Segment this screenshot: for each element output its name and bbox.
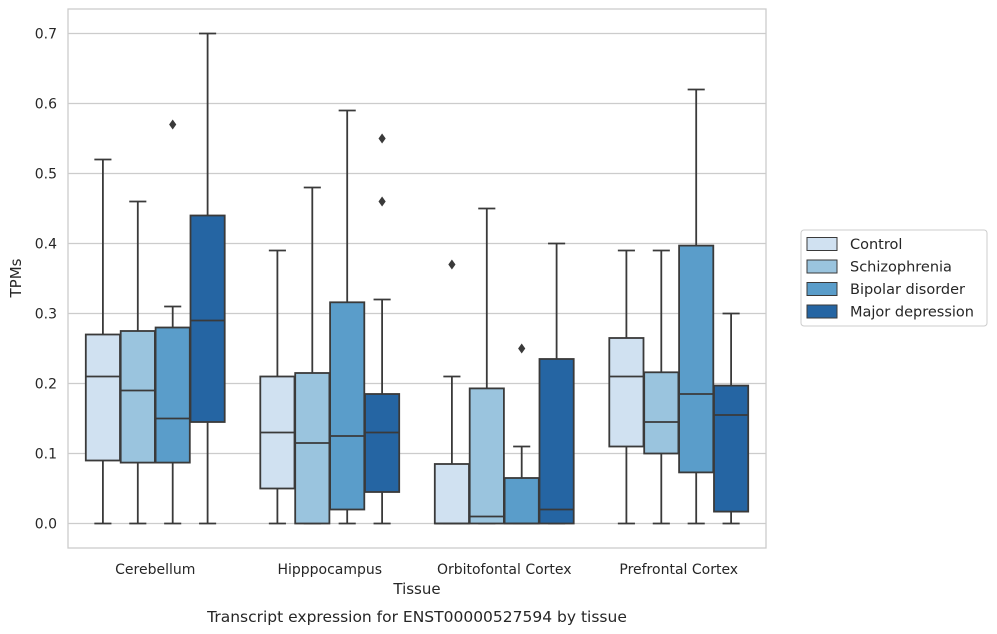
box-0-0 xyxy=(84,158,121,525)
legend-label: Schizophrenia xyxy=(850,260,952,276)
legend-swatch xyxy=(806,282,838,296)
y-tick-label: 0.5 xyxy=(35,167,57,183)
box-2-3 xyxy=(538,242,575,525)
box-body xyxy=(433,463,470,525)
box-0-2 xyxy=(154,119,191,525)
legend-item-3: Major depression xyxy=(806,304,974,321)
outlier-point xyxy=(378,196,386,207)
box-body xyxy=(294,372,331,525)
box-2-2 xyxy=(503,343,540,525)
box-0-1 xyxy=(119,200,156,525)
legend-label: Bipolar disorder xyxy=(850,282,965,298)
x-tick-label: Prefrontal Cortex xyxy=(619,562,738,578)
legend: Control Schizophrenia Bipolar disorder Majo… xyxy=(800,229,988,327)
y-tick-labels: 0.0 0.1 0.2 0.3 0.4 0.5 0.6 0.7 xyxy=(35,27,57,533)
box-3-2 xyxy=(678,88,715,525)
box-body xyxy=(643,371,680,455)
legend-item-2: Bipolar disorder xyxy=(806,282,965,298)
x-tick-label: Cerebellum xyxy=(115,562,195,578)
outlier-point xyxy=(378,133,386,144)
box-1-3 xyxy=(364,133,401,525)
box-0-3 xyxy=(189,32,226,525)
box-body xyxy=(84,333,121,462)
legend-item-0: Control xyxy=(806,237,902,253)
box-body xyxy=(503,477,540,525)
box-1-1 xyxy=(294,186,331,525)
box-body xyxy=(119,330,156,464)
box-body xyxy=(713,384,750,513)
y-tick-label: 0.6 xyxy=(35,97,57,113)
box-body xyxy=(608,337,645,448)
y-tick-label: 0.3 xyxy=(35,307,57,323)
y-tick-label: 0.4 xyxy=(35,237,57,253)
box-2-1 xyxy=(468,207,505,525)
legend-swatch xyxy=(806,304,838,319)
box-body xyxy=(538,358,575,525)
y-tick-label: 0.1 xyxy=(35,447,57,463)
box-1-2 xyxy=(329,109,366,525)
legend-frame xyxy=(800,229,988,327)
y-tick-label: 0.2 xyxy=(35,377,57,393)
box-body xyxy=(329,301,366,511)
y-tick-label: 0.0 xyxy=(35,517,57,533)
y-tick-label: 0.7 xyxy=(35,27,57,43)
box-body xyxy=(189,214,226,423)
box-groups xyxy=(84,32,750,525)
plot-frame xyxy=(67,8,767,549)
box-3-3 xyxy=(713,312,750,525)
box-body xyxy=(468,387,505,525)
x-tick-label: Hipppocampus xyxy=(277,562,382,578)
box-body xyxy=(154,326,191,464)
legend-swatch xyxy=(806,237,838,251)
legend-label: Major depression xyxy=(850,305,974,321)
box-body xyxy=(678,244,715,474)
legend-item-1: Schizophrenia xyxy=(806,259,952,276)
x-tick-labels: Cerebellum Hipppocampus Orbitofontal Corte… xyxy=(115,562,738,578)
outlier-point xyxy=(518,343,526,354)
outlier-point xyxy=(169,119,177,130)
legend-label: Control xyxy=(850,237,902,253)
x-tick-label: Orbitofontal Cortex xyxy=(437,562,572,578)
chart-caption: Transcript expression for ENST0000052759… xyxy=(206,608,627,626)
legend-swatch xyxy=(806,259,838,274)
x-axis-label: Tissue xyxy=(392,580,440,598)
outlier-point xyxy=(448,259,456,270)
y-axis-label: TPMs xyxy=(7,258,25,298)
box-body xyxy=(364,393,401,493)
